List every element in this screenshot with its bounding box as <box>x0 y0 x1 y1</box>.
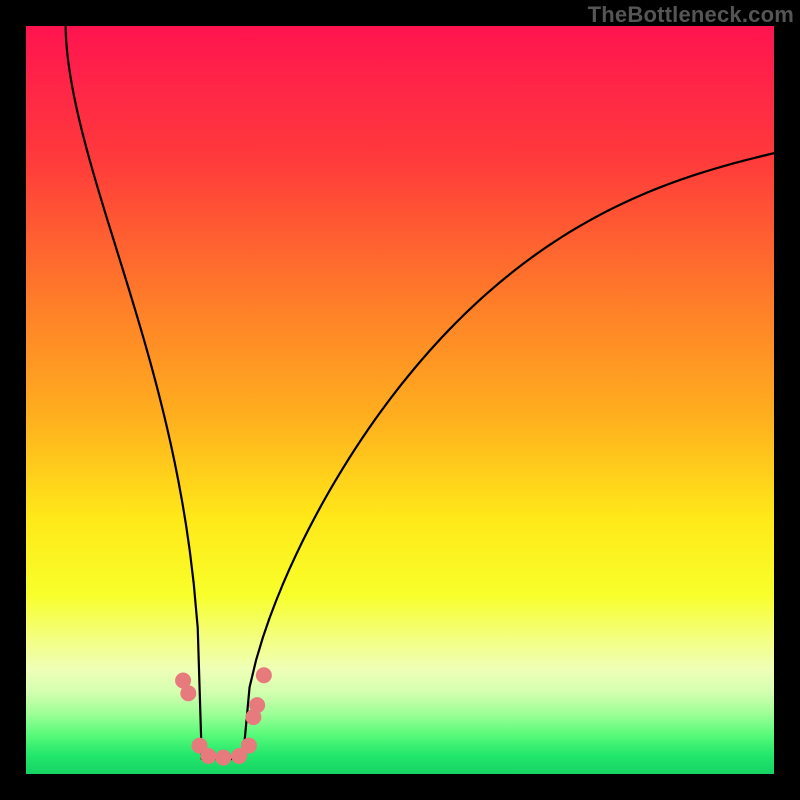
chart-frame: TheBottleneck.com <box>0 0 800 800</box>
curve-marker <box>215 750 231 766</box>
curve-marker <box>249 697 265 713</box>
curve-marker <box>180 685 196 701</box>
plot-background <box>26 26 774 774</box>
curve-marker <box>256 667 272 683</box>
chart-svg <box>0 0 800 800</box>
curve-marker <box>201 748 217 764</box>
watermark-text: TheBottleneck.com <box>588 0 800 28</box>
curve-marker <box>241 738 257 754</box>
